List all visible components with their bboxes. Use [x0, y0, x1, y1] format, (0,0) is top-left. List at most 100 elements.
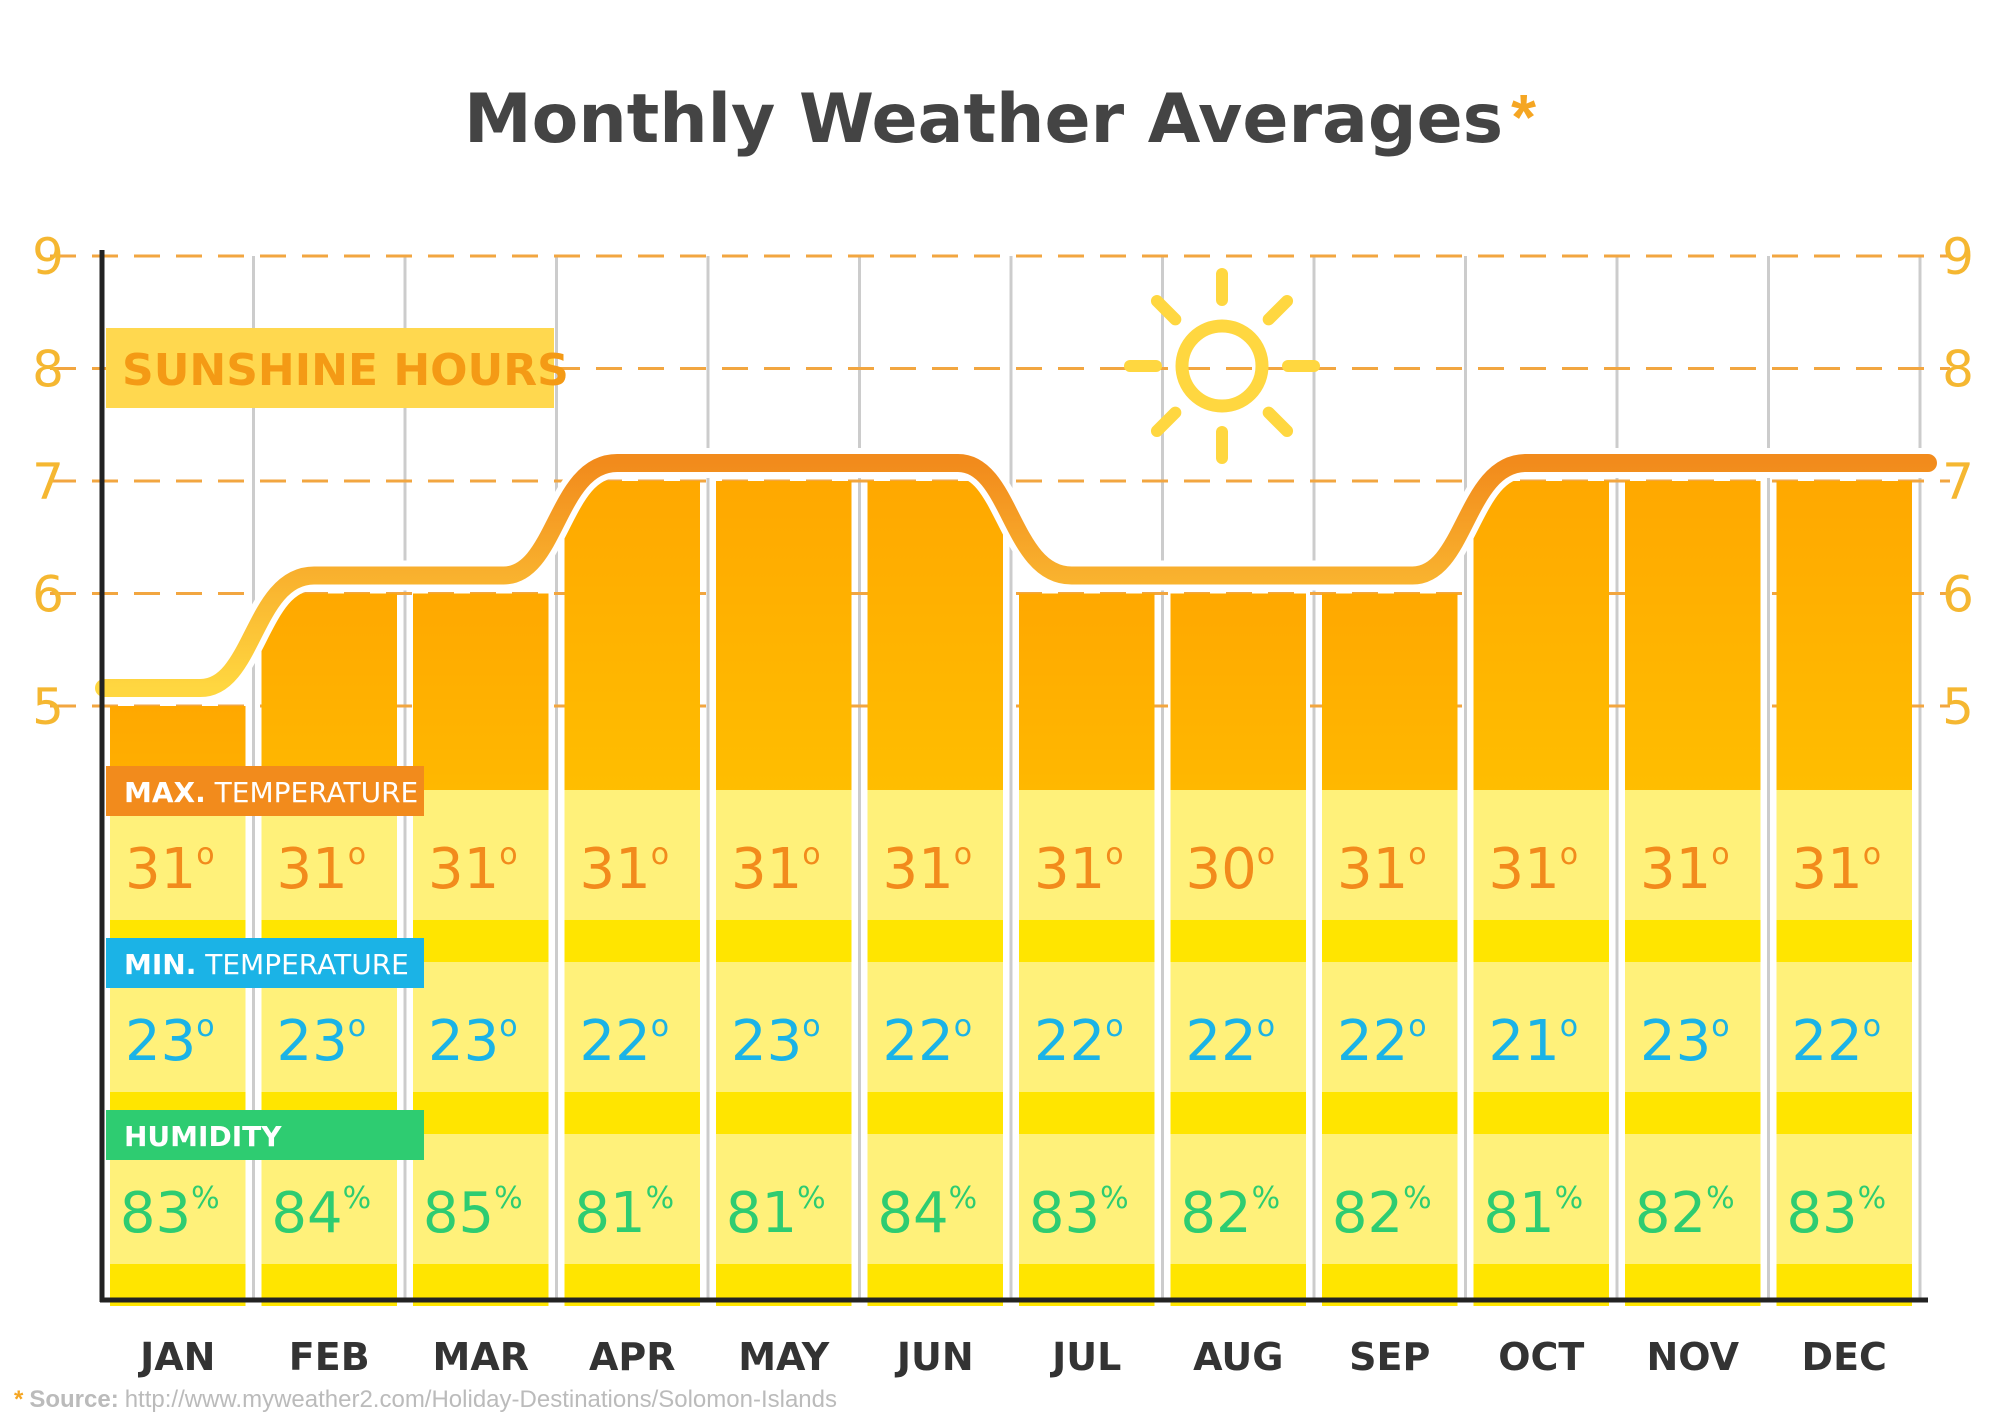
value-band	[413, 962, 549, 1092]
value-band-stripe	[1322, 920, 1458, 962]
sunshine-label-text: SUNSHINE HOURS	[122, 345, 569, 396]
row-label-text: MIN. TEMPERATURE	[124, 948, 409, 981]
row-value: 31o	[1488, 837, 1578, 902]
value-band	[716, 962, 852, 1092]
y-tick-label-left: 7	[32, 453, 64, 511]
row-label-box	[106, 1110, 424, 1160]
source-note: * Source: http://www.myweather2.com/Holida…	[14, 1386, 837, 1414]
row-value: 31o	[1791, 837, 1881, 902]
value-band	[1776, 790, 1912, 920]
row-value: 82%	[1635, 1181, 1735, 1246]
title-block: Monthly Weather Averages *	[0, 80, 2000, 159]
row-values: 31o 31o 31o 31o 31o 31o 31o 30o 31o 31o 31o 31o 23o 2…	[120, 837, 1886, 1246]
row-value: 31o	[579, 837, 669, 902]
row-value: 22o	[882, 1009, 972, 1074]
value-band	[413, 1134, 549, 1264]
sun-ray	[1150, 294, 1182, 326]
month-label: OCT	[1498, 1335, 1584, 1379]
row-value: 83%	[1029, 1181, 1129, 1246]
row-value: 31o	[1034, 837, 1124, 902]
y-tick-label-left: 6	[32, 566, 64, 624]
month-label: APR	[589, 1335, 676, 1379]
row-value: 23o	[1640, 1009, 1730, 1074]
row-value: 82%	[1332, 1181, 1432, 1246]
value-band	[564, 1134, 700, 1264]
value-band	[716, 790, 852, 920]
value-band	[1473, 790, 1609, 920]
row-value: 81%	[1483, 1181, 1583, 1246]
value-band-stripe	[1170, 920, 1306, 962]
month-label: SEP	[1349, 1335, 1430, 1379]
value-band	[564, 790, 700, 920]
row-value: 21o	[1488, 1009, 1578, 1074]
month-label: FEB	[289, 1335, 370, 1379]
value-band-stripe	[716, 1092, 852, 1134]
value-band	[1473, 962, 1609, 1092]
value-band	[1473, 1134, 1609, 1264]
value-band-stripe	[1473, 1092, 1609, 1134]
row-value: 22o	[1034, 1009, 1124, 1074]
row-value: 22o	[1791, 1009, 1881, 1074]
month-label: AUG	[1193, 1335, 1283, 1379]
y-tick-label-right: 8	[1942, 341, 1974, 399]
y-ticks: 5 5 6 6 7 7 8 8 9 9	[32, 228, 1974, 736]
sun-ray	[1262, 406, 1294, 438]
row-labels: SUNSHINE HOURS MAX. TEMPERATURE MIN. TEMPE…	[106, 328, 569, 1160]
value-band	[1170, 962, 1306, 1092]
value-band-stripe	[413, 1092, 549, 1134]
row-value: 31o	[428, 837, 518, 902]
sun-icon	[1124, 268, 1320, 464]
row-value: 31o	[731, 837, 821, 902]
y-tick-label-left: 8	[32, 341, 64, 399]
y-tick-label-right: 9	[1942, 228, 1974, 286]
row-value: 31o	[882, 837, 972, 902]
row-value: 23o	[428, 1009, 518, 1074]
value-band-stripe	[867, 920, 1003, 962]
month-labels: JAN FEB MAR APR MAY JUN JUL AUG SEP OCT NOV DEC	[137, 1335, 1887, 1379]
row-value: 31o	[276, 837, 366, 902]
row-value: 23o	[731, 1009, 821, 1074]
value-band-stripe	[716, 920, 852, 962]
row-label-text: HUMIDITY	[124, 1120, 282, 1153]
sunshine-label-box	[106, 328, 554, 408]
row-label-text: MAX. TEMPERATURE	[124, 776, 418, 809]
value-band	[1625, 790, 1761, 920]
value-band-stripe	[1019, 920, 1155, 962]
value-band-stripe	[1625, 1092, 1761, 1134]
sun-disc	[1175, 319, 1269, 413]
sunshine-line	[89, 447, 1943, 703]
value-band-stripe	[1776, 920, 1912, 962]
value-band	[867, 1134, 1003, 1264]
value-band	[1322, 962, 1458, 1092]
sunshine-line-path	[95, 453, 1937, 697]
y-tick-label-left: 9	[32, 228, 64, 286]
y-tick-label-right: 5	[1942, 678, 1974, 736]
row-value: 85%	[423, 1181, 523, 1246]
value-band-stripe	[1019, 1092, 1155, 1134]
value-band-stripe	[1473, 920, 1609, 962]
sun-ray	[1262, 294, 1294, 326]
value-band-stripe	[1776, 1092, 1912, 1134]
value-band	[867, 962, 1003, 1092]
row-value: 22o	[579, 1009, 669, 1074]
month-label: MAY	[738, 1335, 830, 1379]
value-band	[1019, 790, 1155, 920]
source-url: http://www.myweather2.com/Holiday-Destin…	[124, 1386, 838, 1413]
month-label: DEC	[1802, 1335, 1887, 1379]
value-band-stripe	[1625, 920, 1761, 962]
row-value: 81%	[574, 1181, 674, 1246]
row-value: 82%	[1180, 1181, 1280, 1246]
source-label: Source:	[29, 1386, 119, 1413]
value-band	[1625, 1134, 1761, 1264]
value-band-stripe	[1170, 1092, 1306, 1134]
row-value: 83%	[120, 1181, 220, 1246]
source-asterisk: *	[14, 1386, 24, 1413]
value-band	[867, 790, 1003, 920]
value-band-stripe	[1322, 1092, 1458, 1134]
row-label-box	[106, 766, 424, 816]
month-label: JAN	[137, 1335, 215, 1379]
value-band	[1322, 1134, 1458, 1264]
value-band	[716, 1134, 852, 1264]
value-band	[1625, 962, 1761, 1092]
